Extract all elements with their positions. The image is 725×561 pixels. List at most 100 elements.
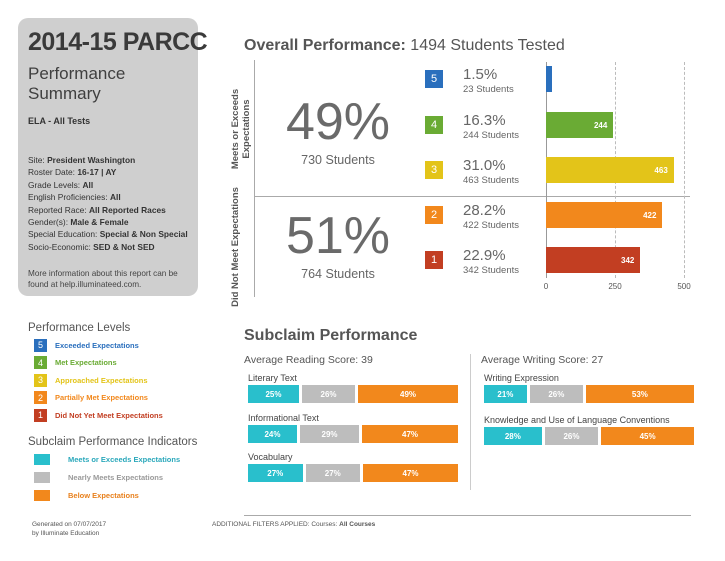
legend-item-label: Did Not Yet Meet Expectations bbox=[55, 410, 163, 420]
subclaim-segment: 26% bbox=[529, 385, 583, 403]
subclaim-segment: 45% bbox=[601, 427, 694, 445]
not-meet-students: 764 Students bbox=[301, 267, 375, 281]
gridline bbox=[684, 62, 685, 278]
filter-info-row: Reported Race: All Reported Races bbox=[28, 204, 188, 216]
filter-info-list: Site: President Washington Roster Date: 1… bbox=[28, 154, 188, 253]
filter-info-label: Special Education: bbox=[28, 229, 100, 240]
report-info-panel: 2014-15 PARCC Performance Summary ELA - … bbox=[18, 18, 208, 296]
level-percent: 22.9% bbox=[463, 247, 506, 264]
more-info-text: More information about this report can b… bbox=[28, 269, 178, 289]
filters-value: All Courses bbox=[339, 521, 376, 528]
legend-item-label: Partially Met Expectations bbox=[55, 393, 148, 402]
filters-applied: ADDITIONAL FILTERS APPLIED: Courses: All… bbox=[212, 520, 375, 529]
filter-info-value: Special & Non Special bbox=[99, 229, 188, 240]
subclaim-label: Knowledge and Use of Language Convention… bbox=[484, 415, 670, 425]
subclaim-segment: 47% bbox=[362, 425, 458, 443]
level-students: 342 Students bbox=[463, 265, 519, 276]
level-students: 422 Students bbox=[463, 220, 519, 231]
overall-vertical-divider bbox=[254, 60, 255, 297]
level-students: 463 Students bbox=[463, 175, 519, 186]
level-badge: 5 bbox=[425, 70, 443, 88]
filter-info-label: Reported Race: bbox=[28, 204, 89, 215]
subclaim-segment: 29% bbox=[299, 425, 360, 443]
overall-title-bold: Overall Performance: bbox=[244, 37, 406, 54]
filter-info-label: Gender(s): bbox=[28, 217, 71, 228]
level-badge: 1 bbox=[425, 251, 443, 269]
subclaim-segment: 25% bbox=[248, 385, 299, 403]
indicator-swatch bbox=[34, 471, 50, 483]
filter-info-value: All bbox=[109, 192, 121, 203]
subclaim-bar: 25% 26% 49% bbox=[248, 385, 458, 403]
legend-item-label: Approached Expectations bbox=[55, 375, 148, 385]
legend-item: 5 Exceeded Expectations bbox=[34, 338, 163, 352]
legend-item: 1 Did Not Yet Meet Expectations bbox=[34, 408, 163, 422]
subclaim-bar: 24% 29% 47% bbox=[248, 425, 458, 443]
level-students: 23 Students bbox=[463, 84, 514, 95]
level-percent: 16.3% bbox=[463, 112, 506, 129]
level-bar bbox=[546, 66, 553, 92]
level-bar: 244 bbox=[546, 112, 614, 138]
subclaim-segment: 26% bbox=[302, 385, 356, 403]
legend-item: 4 Met Expectations bbox=[34, 356, 163, 370]
level-bar: 463 bbox=[546, 157, 674, 183]
filter-info-value: All Reported Races bbox=[89, 204, 166, 215]
subclaim-indicators-title: Subclaim Performance Indicators bbox=[28, 436, 198, 448]
legend-level-badge: 5 bbox=[34, 338, 47, 352]
writing-average: Average Writing Score: 27 bbox=[481, 354, 604, 366]
filter-info-row: English Proficiencies: All bbox=[28, 191, 188, 203]
indicator-label: Meets or Exceeds Expectations bbox=[68, 454, 181, 464]
filter-info-row: Site: President Washington bbox=[28, 154, 188, 166]
indicator-item: Nearly Meets Expectations bbox=[34, 470, 180, 484]
filters-label: ADDITIONAL FILTERS APPLIED: Courses: bbox=[212, 521, 340, 528]
filter-info-row: Socio-Economic: SED & Not SED bbox=[28, 241, 188, 253]
footer-divider bbox=[244, 515, 691, 516]
indicator-item: Meets or Exceeds Expectations bbox=[34, 452, 180, 466]
level-badge: 3 bbox=[425, 161, 443, 179]
overall-performance-title: Overall Performance: 1494 Students Teste… bbox=[244, 37, 565, 55]
report-subtitle: Performance Summary bbox=[28, 64, 126, 103]
legend-level-badge: 4 bbox=[34, 356, 47, 369]
legend-level-badge: 1 bbox=[34, 408, 47, 422]
filter-info-row: Gender(s): Male & Female bbox=[28, 216, 188, 228]
axis-tick-label: 500 bbox=[677, 282, 691, 291]
filter-info-value: 16-17 | AY bbox=[77, 167, 117, 178]
level-percent: 31.0% bbox=[463, 157, 506, 174]
legend-item-label: Met Expectations bbox=[55, 358, 117, 367]
filter-info-value: All bbox=[82, 179, 94, 190]
generated-date: Generated on 07/07/2017 bbox=[32, 521, 107, 528]
subclaim-label: Literary Text bbox=[248, 373, 297, 383]
subclaim-segment: 53% bbox=[585, 385, 694, 403]
performance-levels-legend: 5 Exceeded Expectations 4 Met Expectations 3… bbox=[34, 338, 163, 426]
subclaim-segment: 24% bbox=[248, 425, 297, 443]
filter-info-row: Grade Levels: All bbox=[28, 179, 188, 191]
subclaim-title: Subclaim Performance bbox=[244, 327, 418, 344]
legend-item: 2 Partially Met Expectations bbox=[34, 391, 163, 405]
performance-levels-title: Performance Levels bbox=[28, 322, 131, 334]
subclaim-segment: 26% bbox=[544, 427, 599, 445]
level-badge: 2 bbox=[425, 206, 443, 224]
report-subject: ELA - All Tests bbox=[28, 116, 91, 126]
meets-group-label: Meets or Exceeds Expectations bbox=[230, 88, 252, 170]
generated-info: Generated on 07/07/2017 by Illuminate Ed… bbox=[32, 520, 106, 538]
indicator-label: Below Expectations bbox=[68, 490, 139, 500]
filter-info-label: Grade Levels: bbox=[28, 179, 83, 190]
filter-info-row: Special Education: Special & Non Special bbox=[28, 228, 188, 240]
legend-item-label: Exceeded Expectations bbox=[55, 340, 139, 350]
report-title: 2014-15 PARCC bbox=[28, 28, 208, 56]
subclaim-segment: 27% bbox=[305, 464, 361, 482]
subclaim-segment: 28% bbox=[484, 427, 542, 445]
meets-students: 730 Students bbox=[301, 153, 375, 167]
level-percent: 28.2% bbox=[463, 202, 506, 219]
overall-horizontal-divider bbox=[254, 196, 690, 197]
subclaim-bar: 21% 26% 53% bbox=[484, 385, 694, 403]
subclaim-segment: 47% bbox=[363, 464, 458, 482]
filter-info-value: President Washington bbox=[47, 155, 136, 165]
level-badge: 4 bbox=[425, 116, 443, 134]
not-meet-group-label: Did Not Meet Expectations bbox=[230, 187, 241, 307]
meets-percent: 49% bbox=[285, 93, 391, 151]
reading-average: Average Reading Score: 39 bbox=[244, 354, 373, 366]
filter-info-label: Socio-Economic: bbox=[28, 241, 94, 252]
level-students: 244 Students bbox=[463, 130, 519, 141]
level-bar: 422 bbox=[546, 202, 663, 228]
legend-item: 3 Approached Expectations bbox=[34, 373, 163, 387]
